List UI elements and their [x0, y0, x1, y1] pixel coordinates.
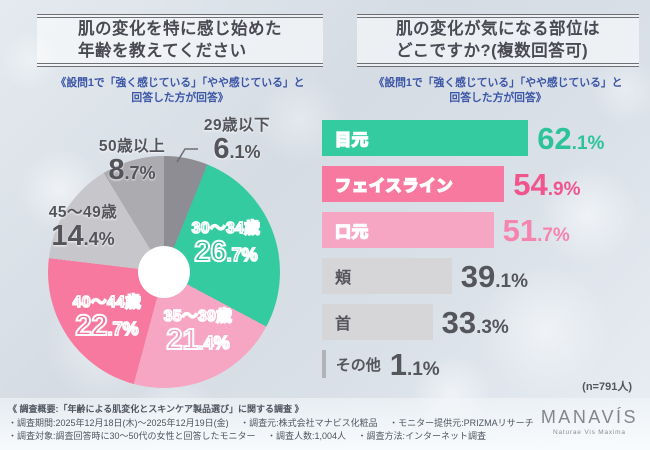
bar-category-label: 目元 [334, 131, 370, 150]
pie-label-40-44: 40〜44歳 22.7% [72, 294, 142, 342]
bar: 目元 [322, 120, 529, 156]
pie-label-50plus: 50歳以上 8.7% [98, 138, 166, 186]
right-chart-subtitle: 《設問1で「強く感じている」「やや感じている」と 回答した方が回答》 [373, 77, 623, 105]
right-chart-title-box: 肌の変化が気になる部位は どこですか?(複数回答可) [357, 14, 639, 67]
right-chart-title-line1: 肌の変化が気になる部位は [396, 19, 600, 38]
pie-chart: 29歳以下 6.1% 50歳以上 8.7% 45〜49歳 14.4% 30〜34… [20, 115, 320, 400]
bar [322, 350, 326, 378]
logo-tagline: Naturae Vis Maxima [553, 429, 626, 436]
bar-value: 1.1% [389, 346, 440, 382]
bar-value: 62.1% [537, 120, 605, 156]
pie-hole [138, 246, 190, 298]
logo-name: MANAVÍS [540, 407, 638, 427]
pie-label-30-34: 30〜34歳 26.7% [191, 220, 261, 268]
left-chart-title-box: 肌の変化を特に感じ始めた 年齢を教えてください [37, 14, 323, 67]
survey-detail-line1: ・調査期間:2025年12月18日(木)〜2025年12月19日(金) ・調査元… [8, 417, 534, 428]
bar-category-label: 頬 [335, 270, 353, 287]
bar: 首 [322, 304, 433, 340]
bar-value: 51.7% [502, 212, 570, 248]
left-chart-title-line2: 年齢を教えてください [78, 41, 247, 60]
survey-footer: 《 調査概要:「年齢による肌変化とスキンケア製品選び」に関する調査 》 ・調査期… [0, 398, 650, 450]
bar-row: 口元 51.7% [322, 212, 644, 248]
manavis-logo: MANAVÍS Naturae Vis Maxima [541, 407, 638, 436]
bar-category-label: 口元 [334, 223, 370, 242]
left-chart-title-line1: 肌の変化を特に感じ始めた [78, 19, 282, 38]
bar-category-label: その他 [335, 356, 381, 374]
pie-label-under29: 29歳以下 6.1% [203, 117, 271, 165]
bar-row: 首 33.3% [322, 304, 644, 340]
right-chart-title-line2: どこですか?(複数回答可) [396, 41, 589, 60]
bar-value: 54.9% [513, 166, 581, 202]
bar: 口元 [322, 212, 494, 248]
bar-category-label: 首 [335, 316, 353, 333]
bar-row: フェイスライン 54.9% [322, 166, 644, 202]
bar-value: 33.3% [441, 304, 509, 340]
leader-line [176, 148, 198, 163]
survey-detail-line2: ・調査対象:調査回答時に30〜50代の女性と回答したモニター ・調査人数:1,0… [8, 431, 487, 441]
sample-size-note: (n=791人) [582, 381, 632, 393]
bar-row: 頬 39.1% [322, 258, 644, 294]
bar-row: その他 1.1% [322, 346, 644, 382]
survey-overview: 《 調査概要:「年齢による肌変化とスキンケア製品選び」に関する調査 》 [8, 404, 304, 414]
bar: フェイスライン [322, 166, 505, 202]
pie-label-45-49: 45〜49歳 14.4% [48, 204, 118, 252]
bar: 頬 [322, 258, 452, 294]
bar-value: 39.1% [460, 258, 529, 294]
bar-chart: 目元 62.1% フェイスライン 54.9% 口元 51.7% 頬 39.1% 首 33.3% その… [322, 120, 644, 398]
left-chart-subtitle: 《設問1で「強く感じている」「やや感じている」と 回答した方が回答》 [55, 77, 305, 105]
pie-label-35-39: 35〜39歳 21.4% [163, 308, 233, 356]
bar-category-label: フェイスライン [334, 177, 454, 196]
bar-chart-rows: 目元 62.1% フェイスライン 54.9% 口元 51.7% 頬 39.1% 首 33.3% その… [322, 120, 644, 382]
bar-row: 目元 62.1% [322, 120, 644, 156]
